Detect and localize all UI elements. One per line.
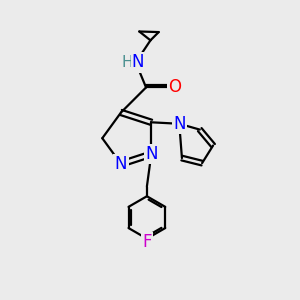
Text: H: H — [121, 55, 133, 70]
Text: O: O — [168, 78, 181, 96]
Text: N: N — [145, 145, 158, 163]
Text: N: N — [115, 155, 127, 173]
Text: N: N — [132, 53, 144, 71]
Text: F: F — [142, 233, 152, 251]
Text: N: N — [173, 115, 185, 133]
